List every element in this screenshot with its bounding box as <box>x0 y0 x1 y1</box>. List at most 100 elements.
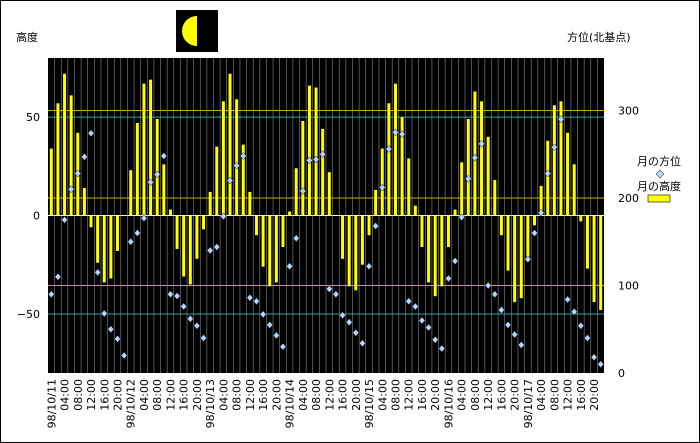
left-y-axis: −50 0 50 <box>17 111 40 321</box>
azimuth-point <box>107 325 115 334</box>
x-tick-label: 20:00 <box>270 379 283 411</box>
azimuth-point <box>425 323 432 332</box>
azimuth-point <box>239 152 247 160</box>
azimuth-point <box>332 290 340 299</box>
moon-phase-icon <box>176 10 218 52</box>
altitude-bar <box>168 209 172 216</box>
altitude-bar <box>149 79 153 216</box>
right-y-axis: 0 100 200 300 <box>618 105 639 381</box>
x-tick-label: 04:00 <box>59 379 72 411</box>
altitude-bar <box>116 215 119 251</box>
altitude-bar <box>360 215 364 265</box>
azimuth-point <box>61 216 68 224</box>
right-tick-label: 100 <box>618 280 639 293</box>
azimuth-point <box>134 229 141 237</box>
azimuth-point <box>418 316 426 325</box>
x-tick-label: 16:00 <box>98 379 111 411</box>
altitude-bar <box>592 215 596 303</box>
altitude-bar <box>129 170 133 216</box>
azimuth-point <box>405 297 413 306</box>
azimuth-point <box>319 150 326 159</box>
right-tick-label: 0 <box>618 367 625 380</box>
left-axis-title: 高度 <box>16 30 38 44</box>
azimuth-point <box>471 153 479 162</box>
azimuth-point <box>484 281 492 290</box>
azimuth-point <box>120 351 128 360</box>
altitude-bar <box>56 103 60 216</box>
azimuth-point <box>551 143 558 152</box>
x-tick-label: 16:00 <box>337 379 350 411</box>
altitude-bar <box>539 185 543 216</box>
x-tick-label: 08:00 <box>310 379 323 411</box>
x-tick-label: 20:00 <box>350 379 363 411</box>
altitude-bar <box>255 215 258 236</box>
x-tick-label: 20:00 <box>588 379 601 411</box>
altitude-bar <box>367 215 371 236</box>
x-tick-label: 08:00 <box>72 379 85 411</box>
x-tick-label: 98/10/11 <box>45 379 58 428</box>
x-tick-label: 04:00 <box>297 379 310 411</box>
moon-icon-svg <box>182 16 197 46</box>
x-tick-label: 20:00 <box>509 379 522 411</box>
x-tick-label: 16:00 <box>495 379 508 411</box>
azimuth-point <box>187 314 194 323</box>
azimuth-point <box>445 274 452 283</box>
x-tick-label: 08:00 <box>231 379 244 411</box>
azimuth-points <box>48 115 604 369</box>
azimuth-point <box>478 139 485 148</box>
azimuth-point <box>359 339 366 348</box>
azimuth-point <box>385 145 393 153</box>
altitude-bar <box>135 122 139 216</box>
altitude-bar <box>566 132 570 216</box>
azimuth-point <box>345 318 353 327</box>
x-tick-label: 98/10/16 <box>442 379 455 428</box>
azimuth-point <box>584 334 591 342</box>
azimuth-point <box>167 290 174 299</box>
x-axis: 98/10/11 04:00 08:00 12:00 16:00 20:00 98/10/1… <box>45 379 601 428</box>
x-tick-label: 20:00 <box>191 379 204 411</box>
azimuth-point <box>491 290 499 299</box>
altitude-bar <box>460 162 464 216</box>
altitude-bar <box>433 215 437 297</box>
altitude-bar <box>559 101 563 216</box>
azimuth-point <box>180 302 187 311</box>
x-tick-label: 16:00 <box>575 379 588 411</box>
altitude-bar <box>466 119 470 216</box>
altitude-bar <box>122 215 126 216</box>
altitude-bar <box>69 95 73 216</box>
azimuth-point <box>67 185 75 194</box>
azimuth-point <box>537 209 545 217</box>
azimuth-point <box>193 321 201 330</box>
altitude-bar <box>89 215 93 228</box>
altitude-bar <box>142 83 146 216</box>
altitude-bar <box>261 215 265 267</box>
x-tick-label: 16:00 <box>416 379 429 411</box>
altitude-bar <box>347 215 351 287</box>
azimuth-point <box>326 285 333 293</box>
azimuth-point <box>372 222 379 230</box>
vertical-gridlines <box>54 58 598 373</box>
x-tick-label: 98/10/13 <box>204 379 217 428</box>
altitude-bar <box>274 215 278 283</box>
x-tick-label: 04:00 <box>138 379 151 411</box>
azimuth-point <box>292 234 300 243</box>
altitude-bar <box>380 148 384 216</box>
azimuth-point <box>597 360 604 369</box>
x-tick-label: 12:00 <box>323 379 336 411</box>
altitude-bar <box>82 187 86 216</box>
altitude-bar <box>440 215 444 287</box>
legend-label-azimuth: 月の方位 <box>637 154 681 168</box>
altitude-bar <box>513 215 517 303</box>
azimuth-point <box>544 169 552 178</box>
azimuth-point <box>266 321 274 329</box>
legend: 月の方位 月の高度 <box>637 154 681 203</box>
azimuth-point <box>246 293 254 302</box>
azimuth-point <box>398 130 406 138</box>
x-tick-label: 98/10/14 <box>284 379 297 428</box>
x-tick-label: 12:00 <box>403 379 416 411</box>
azimuth-point <box>517 341 525 349</box>
altitude-bar <box>506 215 510 271</box>
x-tick-label: 98/10/12 <box>125 379 138 428</box>
altitude-bar <box>354 215 358 291</box>
